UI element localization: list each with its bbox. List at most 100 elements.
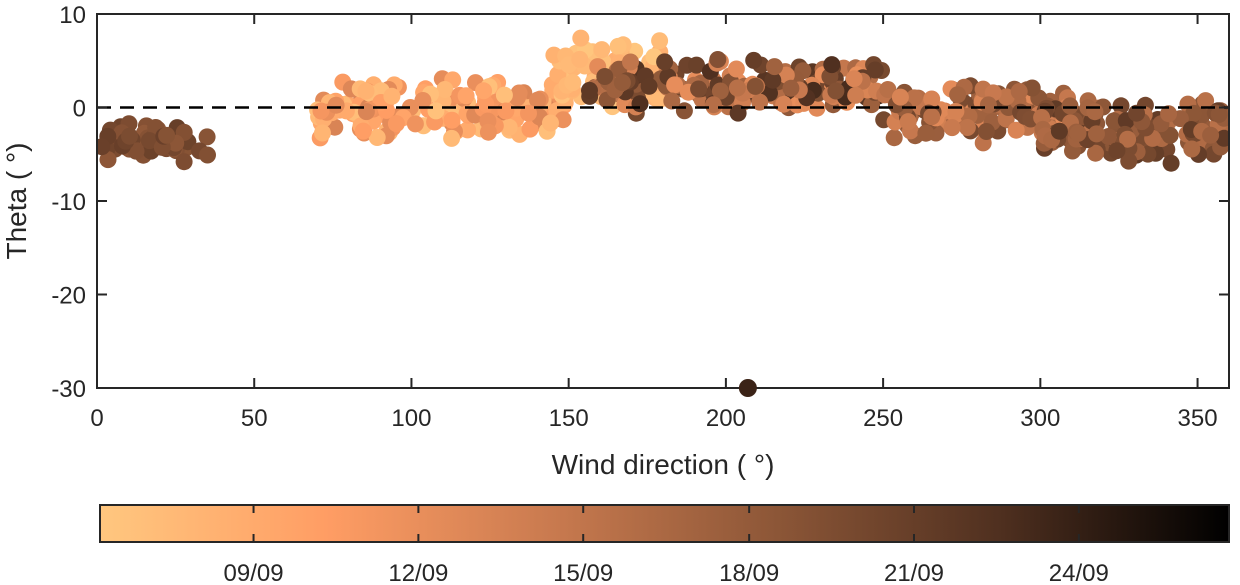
scatter-point (845, 70, 863, 88)
scatter-point (327, 96, 345, 114)
scatter-point (823, 56, 841, 74)
scatter-point (521, 120, 539, 138)
x-tick-label: 0 (90, 405, 103, 432)
scatter-point (745, 51, 763, 69)
scatter-point (500, 118, 518, 136)
colorbar-tick-label: 12/09 (388, 560, 448, 585)
scatter-point (777, 66, 795, 84)
scatter-point (436, 81, 454, 98)
scatter-point (1128, 104, 1145, 122)
scatter-point (572, 29, 590, 47)
scatter-point (571, 50, 589, 68)
scatter-point (312, 102, 330, 120)
scatter-point (704, 96, 722, 114)
scatter-point (1202, 126, 1220, 144)
scatter-point (866, 61, 884, 79)
scatter-point (1112, 97, 1130, 115)
scatter-point (766, 58, 783, 76)
scatter-point (475, 82, 493, 100)
x-tick-label: 350 (1178, 405, 1218, 432)
x-tick-label: 300 (1020, 405, 1060, 432)
scatter-point (979, 96, 997, 114)
scatter-point (1105, 112, 1123, 130)
y-tick-label: -30 (51, 376, 86, 403)
scatter-point (728, 79, 746, 97)
scatter-point (175, 153, 193, 171)
scatter-point (949, 86, 967, 104)
scatter-point (1061, 97, 1079, 115)
colorbar-tick-label: 15/09 (553, 560, 613, 585)
scatter-point (751, 93, 769, 111)
colorbar-tick-label: 09/09 (224, 560, 284, 585)
x-tick-label: 200 (706, 405, 746, 432)
scatter-point (593, 41, 611, 59)
scatter-point (387, 115, 405, 133)
scatter-point (923, 90, 941, 108)
scatter-point (746, 77, 764, 95)
scatter-point (622, 53, 639, 71)
colorbar-tick-label: 24/09 (1049, 560, 1109, 585)
scatter-point (414, 92, 432, 109)
scatter-point (947, 102, 965, 120)
scatter-point (943, 119, 961, 137)
scatter-point (729, 104, 747, 122)
scatter-point (495, 86, 513, 104)
y-tick-label: -20 (51, 283, 86, 310)
scatter-point (997, 88, 1015, 106)
scatter-point (1050, 122, 1068, 140)
y-axis-label: Theta ( °) (1, 142, 32, 259)
scatter-point (711, 82, 729, 100)
scatter-point (640, 77, 658, 95)
scatter-point (1087, 144, 1104, 162)
scatter-point (1119, 130, 1137, 148)
scatter-point (1088, 125, 1105, 143)
scatter-point (827, 82, 845, 100)
scatter-point (656, 53, 674, 71)
scatter-point (581, 81, 598, 99)
scatter-point (1160, 105, 1178, 123)
scatter-point (1183, 140, 1201, 158)
colorbar-tick-label: 21/09 (884, 560, 944, 585)
scatter-point (354, 122, 372, 140)
x-tick-label: 50 (241, 405, 268, 432)
scatter-point (121, 127, 138, 145)
scatter-point (891, 88, 909, 106)
scatter-point (199, 146, 216, 164)
scatter-point (977, 123, 995, 140)
y-tick-label: 10 (59, 2, 86, 29)
scatter-point (158, 126, 176, 144)
scatter-point (198, 128, 216, 146)
colorbar-tick-label: 18/09 (719, 560, 779, 585)
scatter-point (564, 74, 582, 92)
x-axis-ticks: 0 50 100 150 200 250 300 350 (90, 14, 1218, 432)
scatter-point (1010, 83, 1028, 100)
scatter-point (520, 104, 537, 122)
scatter-point (709, 51, 727, 68)
scatter-point (1069, 124, 1087, 142)
scatter-point (140, 132, 158, 150)
scatter-point (663, 92, 681, 110)
scatter-point (443, 129, 461, 147)
scatter-point (631, 95, 649, 113)
scatter-point (1162, 154, 1180, 172)
scatter-point (690, 80, 708, 98)
scatter-point (847, 86, 865, 104)
scatter-point (596, 68, 614, 85)
scatter-point (651, 32, 669, 50)
scatter-point (1161, 126, 1179, 144)
scatter-point (923, 108, 941, 126)
scatter-point (368, 129, 386, 146)
scatter-point (727, 60, 745, 78)
scatter-point (357, 82, 375, 100)
scatter-point-outlier (738, 379, 757, 397)
scatter-point (1108, 142, 1126, 160)
scatter-point (782, 79, 800, 97)
scatter-point (1023, 79, 1041, 97)
scatter-point (99, 151, 117, 169)
scatter-point (688, 56, 705, 74)
x-axis-label: Wind direction ( °) (552, 449, 775, 480)
scatter-point (457, 87, 475, 105)
scatter-point (479, 123, 497, 141)
